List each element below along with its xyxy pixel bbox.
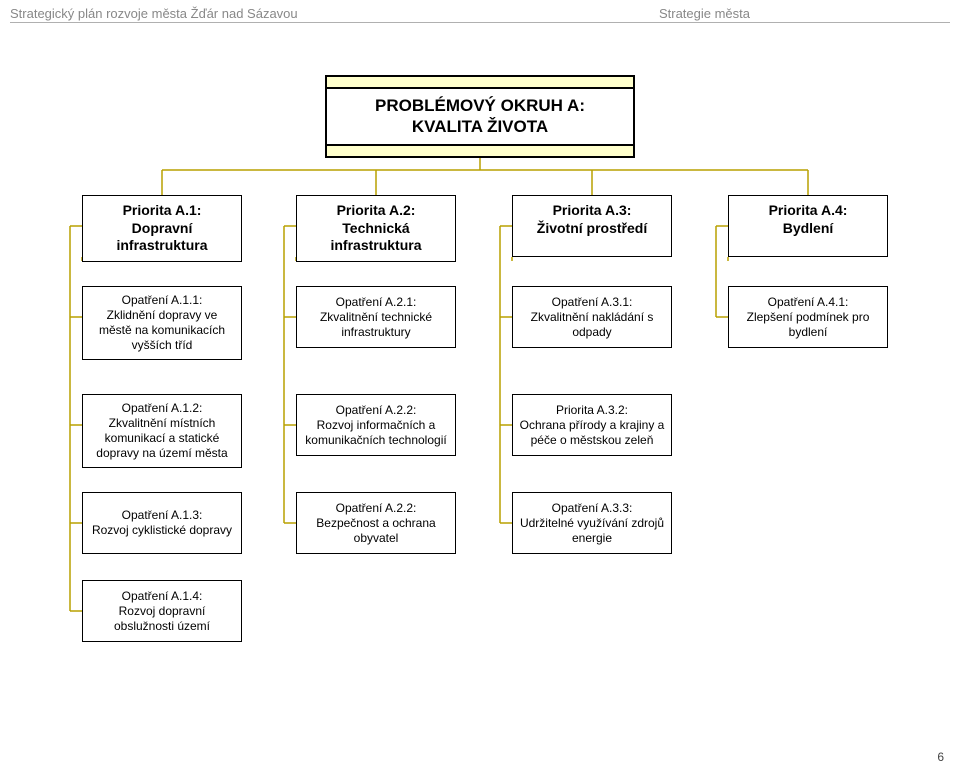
measure-title: Opatření A.2.2: xyxy=(303,501,449,516)
measure-title: Opatření A.2.2: xyxy=(303,403,449,418)
measure-box: Opatření A.1.4:Rozvoj dopravní obslužnos… xyxy=(82,580,242,642)
measure-box: Priorita A.3.2:Ochrana přírody a krajiny… xyxy=(512,394,672,456)
priority-box-A.3: Priorita A.3: Životní prostředí xyxy=(512,195,672,257)
measure-desc: Udržitelné využívání zdrojů energie xyxy=(519,516,665,546)
priority-box-A.4: Priorita A.4: Bydlení xyxy=(728,195,888,257)
root-title-line2: KVALITA ŽIVOTA xyxy=(412,117,548,136)
measure-desc: Zklidnění dopravy ve městě na komunikací… xyxy=(89,308,235,353)
priority-desc: Bydlení xyxy=(735,220,881,238)
measure-desc: Rozvoj dopravní obslužnosti území xyxy=(89,604,235,634)
priority-title: Priorita A.2: xyxy=(337,202,416,218)
measure-desc: Zkvalitnění místních komunikací a static… xyxy=(89,416,235,461)
priority-title: Priorita A.3: xyxy=(553,202,632,218)
measure-box: Opatření A.1.3:Rozvoj cyklistické doprav… xyxy=(82,492,242,554)
priority-desc: Dopravní infrastruktura xyxy=(89,220,235,255)
measure-box: Opatření A.2.2:Rozvoj informačních a kom… xyxy=(296,394,456,456)
measure-box: Opatření A.1.2:Zkvalitnění místních komu… xyxy=(82,394,242,468)
priority-title: Priorita A.1: xyxy=(123,202,202,218)
priority-box-A.2: Priorita A.2: Technická infrastruktura xyxy=(296,195,456,262)
measure-desc: Rozvoj cyklistické dopravy xyxy=(89,523,235,538)
measure-desc: Zkvalitnění nakládání s odpady xyxy=(519,310,665,340)
page-number: 6 xyxy=(937,750,944,764)
measure-box: Opatření A.1.1:Zklidnění dopravy ve měst… xyxy=(82,286,242,360)
page-header: Strategický plán rozvoje města Žďár nad … xyxy=(0,0,960,28)
priority-box-A.1: Priorita A.1: Dopravní infrastruktura xyxy=(82,195,242,262)
header-left: Strategický plán rozvoje města Žďár nad … xyxy=(10,6,659,21)
measure-desc: Ochrana přírody a krajiny a péče o městs… xyxy=(519,418,665,448)
measure-desc: Bezpečnost a ochrana obyvatel xyxy=(303,516,449,546)
measure-title: Priorita A.3.2: xyxy=(519,403,665,418)
measure-box: Opatření A.4.1:Zlepšení podmínek pro byd… xyxy=(728,286,888,348)
measure-desc: Rozvoj informačních a komunikačních tech… xyxy=(303,418,449,448)
priority-desc: Životní prostředí xyxy=(519,220,665,238)
measure-title: Opatření A.1.4: xyxy=(89,589,235,604)
header-divider xyxy=(10,22,950,23)
measure-title: Opatření A.2.1: xyxy=(303,295,449,310)
measure-title: Opatření A.3.1: xyxy=(519,295,665,310)
measure-title: Opatření A.3.3: xyxy=(519,501,665,516)
measure-title: Opatření A.1.1: xyxy=(89,293,235,308)
measure-desc: Zkvalitnění technické infrastruktury xyxy=(303,310,449,340)
measure-box: Opatření A.2.2:Bezpečnost a ochrana obyv… xyxy=(296,492,456,554)
root-title-line1: PROBLÉMOVÝ OKRUH A: xyxy=(375,96,585,115)
measure-title: Opatření A.4.1: xyxy=(735,295,881,310)
measure-title: Opatření A.1.2: xyxy=(89,401,235,416)
priority-title: Priorita A.4: xyxy=(769,202,848,218)
measure-desc: Zlepšení podmínek pro bydlení xyxy=(735,310,881,340)
priority-desc: Technická infrastruktura xyxy=(303,220,449,255)
measure-box: Opatření A.3.1:Zkvalitnění nakládání s o… xyxy=(512,286,672,348)
header-right: Strategie města xyxy=(659,6,950,21)
measure-box: Opatření A.3.3:Udržitelné využívání zdro… xyxy=(512,492,672,554)
root-box: PROBLÉMOVÝ OKRUH A: KVALITA ŽIVOTA xyxy=(325,75,635,158)
measure-box: Opatření A.2.1:Zkvalitnění technické inf… xyxy=(296,286,456,348)
measure-title: Opatření A.1.3: xyxy=(89,508,235,523)
